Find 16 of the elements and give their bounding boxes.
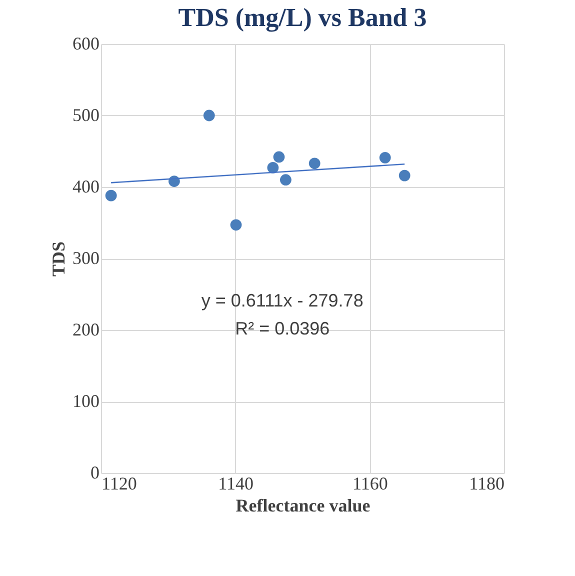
x-tick-label: 1140 (218, 474, 254, 494)
y-tick-label: 200 (72, 320, 100, 340)
y-tick-label: 0 (90, 462, 100, 482)
y-tick-label: 500 (72, 105, 100, 125)
y-tick-label: 400 (72, 176, 100, 196)
y-tick-label: 300 (72, 248, 100, 268)
annotation: R² = 0.0396 (235, 318, 330, 338)
y-tick-label: 600 (72, 34, 100, 54)
y-tick-label: 100 (72, 391, 100, 411)
x-axis-title: Reflectance value (236, 496, 370, 516)
x-tick-label: 1180 (469, 474, 504, 494)
chart-title: TDS (mg/L) vs Band 3 (178, 3, 427, 32)
y-axis-title: TDS (48, 241, 68, 277)
x-tick-label: 1120 (102, 474, 137, 494)
annotation: y = 0.6111x - 279.78 (201, 290, 364, 310)
x-tick-label: 1160 (352, 474, 388, 494)
